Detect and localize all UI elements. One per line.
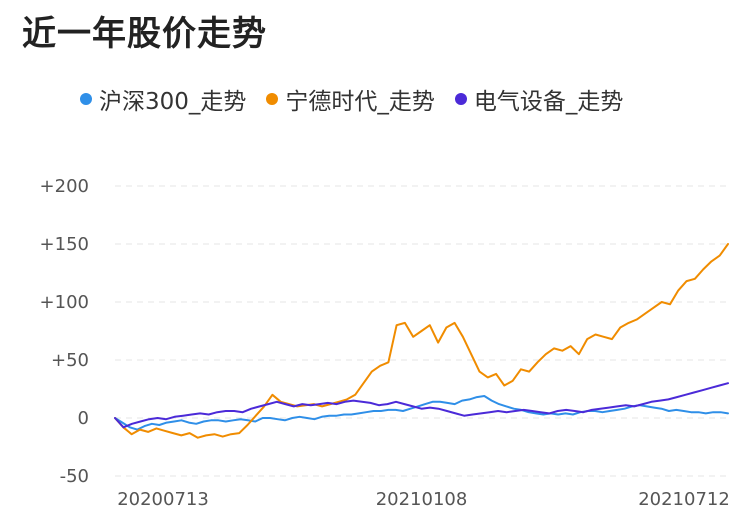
y-tick-label: +150 bbox=[40, 234, 89, 255]
page-title: 近一年股价走势 bbox=[22, 14, 267, 54]
series-line-1 bbox=[114, 243, 729, 439]
y-tick-label: 0 bbox=[78, 408, 89, 429]
x-tick-label: 20210712 bbox=[638, 489, 730, 510]
x-tick-label: 20210108 bbox=[376, 489, 468, 510]
legend-dot-icon bbox=[454, 93, 467, 105]
x-tick-label: 20200713 bbox=[117, 489, 209, 510]
y-tick-label: +100 bbox=[40, 292, 89, 313]
y-tick-label: +200 bbox=[40, 176, 89, 197]
legend-label-catl: 宁德时代_走势 bbox=[285, 89, 435, 115]
legend-label-electrical: 电气设备_走势 bbox=[473, 89, 624, 115]
legend-item-electrical[interactable]: 电气设备_走势 bbox=[454, 82, 624, 116]
chart-legend: 沪深300_走势 宁德时代_走势 电气设备_走势 bbox=[80, 82, 623, 116]
legend-dot-icon bbox=[266, 93, 279, 105]
legend-item-hs300[interactable]: 沪深300_走势 bbox=[80, 82, 246, 116]
legend-label-hs300: 沪深300_走势 bbox=[99, 89, 247, 115]
series-line-2 bbox=[114, 382, 729, 429]
y-tick-label: +50 bbox=[51, 350, 89, 371]
series-line-0 bbox=[114, 395, 729, 431]
legend-dot-icon bbox=[80, 93, 92, 105]
legend-item-catl[interactable]: 宁德时代_走势 bbox=[266, 82, 435, 116]
y-tick-label: -50 bbox=[60, 466, 89, 487]
